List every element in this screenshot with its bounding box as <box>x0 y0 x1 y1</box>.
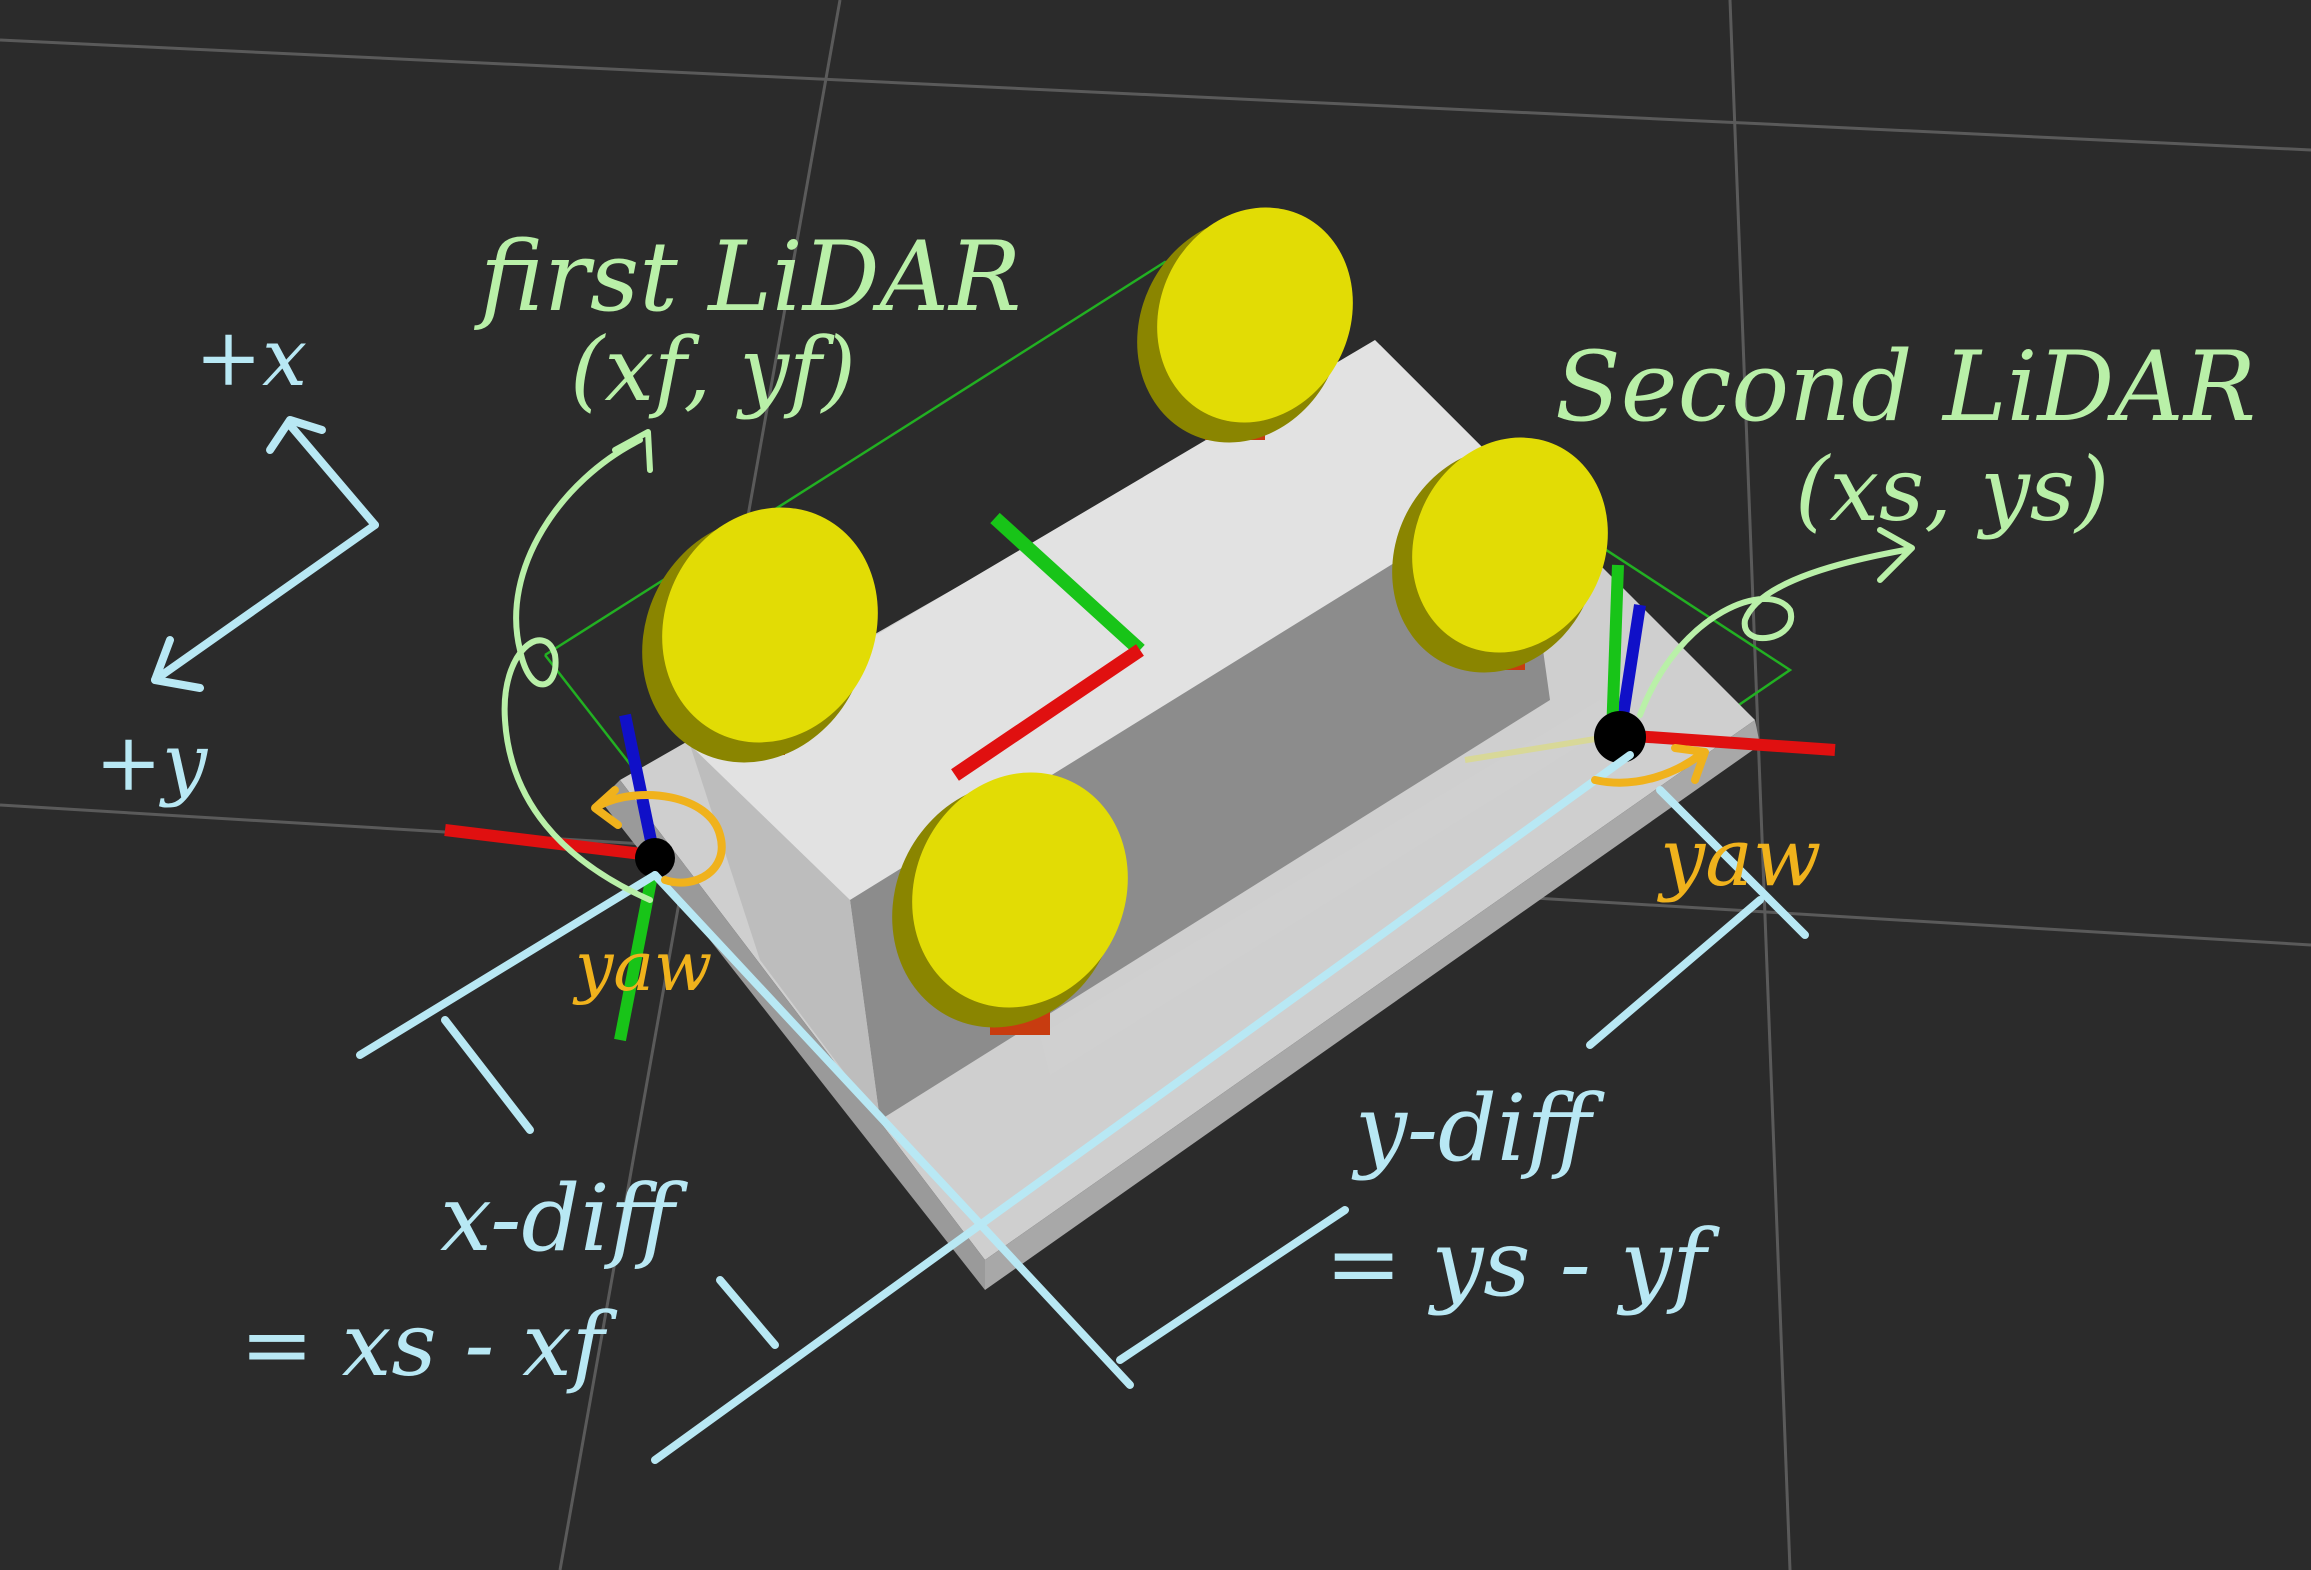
first-lidar-frame <box>444 713 675 1042</box>
wheel-rear-left <box>1137 207 1353 443</box>
callout-arrows <box>501 429 1915 903</box>
yaw-first-label: yaw <box>572 928 712 1007</box>
first-lidar-callout-head <box>612 429 653 473</box>
annotation-labels: first LiDAR (xf, yf) Second LiDAR (xs, y… <box>95 221 2256 1396</box>
yaw-arrowhead-second <box>1671 744 1709 784</box>
dimension-lines <box>356 751 1809 1464</box>
x-diff-dimension-line-lower <box>716 1276 779 1349</box>
yaw-arrowhead-first <box>591 786 622 829</box>
x-diff-label: x-diff <box>440 1165 689 1272</box>
wheel-front-left <box>642 507 878 763</box>
second-lidar-callout-head <box>1877 527 1915 583</box>
yaw-second-label: yaw <box>1657 811 1821 904</box>
wheel-rear-right <box>1392 437 1608 673</box>
grid-line <box>0 38 2311 152</box>
second-lidar-callout <box>1637 547 1908 718</box>
x-diff-extension-second <box>651 751 1634 1464</box>
wheel-face <box>912 772 1128 1008</box>
base-x-axis <box>951 644 1144 781</box>
base-plate-side <box>600 780 985 1290</box>
first-lidar-callout <box>501 437 653 903</box>
base-link-frame <box>951 512 1145 781</box>
yaw-indicators <box>591 744 1709 887</box>
first-lidar-sensor <box>635 838 675 878</box>
wheel-face <box>662 507 878 743</box>
base-y-axis <box>990 512 1145 656</box>
plus-x-arrow-shaft <box>286 421 379 529</box>
y-diff-dimension-line-lower <box>1116 1206 1349 1364</box>
second-lidar-x-axis <box>1619 729 1836 756</box>
x-diff-dimension-line-upper <box>441 1016 534 1134</box>
body-left-side <box>690 745 880 1120</box>
y-diff-extension-second <box>1656 786 1809 939</box>
world-axes-indicator <box>151 416 379 692</box>
y-diff-dimension-line-upper <box>1586 896 1764 1049</box>
first-lidar-z-axis <box>619 713 661 862</box>
yaw-arc-first <box>596 791 726 887</box>
second-lidar-z-axis-green <box>1606 564 1624 736</box>
second-lidar-sensor <box>1594 711 1646 763</box>
lidar-baseline-first <box>651 871 1134 1389</box>
plus-y-arrow-shaft <box>151 521 379 684</box>
first-lidar-title: first LiDAR <box>474 221 1021 333</box>
x-diff-formula: = xs - xf <box>240 1293 618 1396</box>
wheel-face <box>1157 207 1353 423</box>
grid-line <box>1728 0 1792 1570</box>
axis-plus-y-label: +y <box>95 716 209 809</box>
axis-plus-x-label: +x <box>195 311 307 404</box>
plus-y-arrowhead <box>151 636 204 692</box>
second-lidar-frame <box>1464 564 1836 763</box>
y-diff-label: y-diff <box>1351 1075 1605 1182</box>
first-lidar-coords: (xf, yf) <box>570 318 856 421</box>
first-lidar-y-axis <box>614 858 661 1042</box>
second-lidar-coords: (xs, ys) <box>1795 438 2109 541</box>
second-lidar-title: Second LiDAR <box>1555 331 2256 443</box>
x-diff-extension-first <box>356 871 659 1059</box>
plus-x-arrowhead <box>266 416 326 454</box>
y-diff-formula: = ys - yf <box>1325 1210 1720 1317</box>
wheel-face <box>1412 437 1608 653</box>
wheel-front-right <box>892 772 1128 1035</box>
yaw-arc-second <box>1591 751 1704 787</box>
body-step <box>1040 700 1620 1075</box>
base-plate-front <box>985 720 1760 1290</box>
first-lidar-x-axis <box>444 824 651 861</box>
